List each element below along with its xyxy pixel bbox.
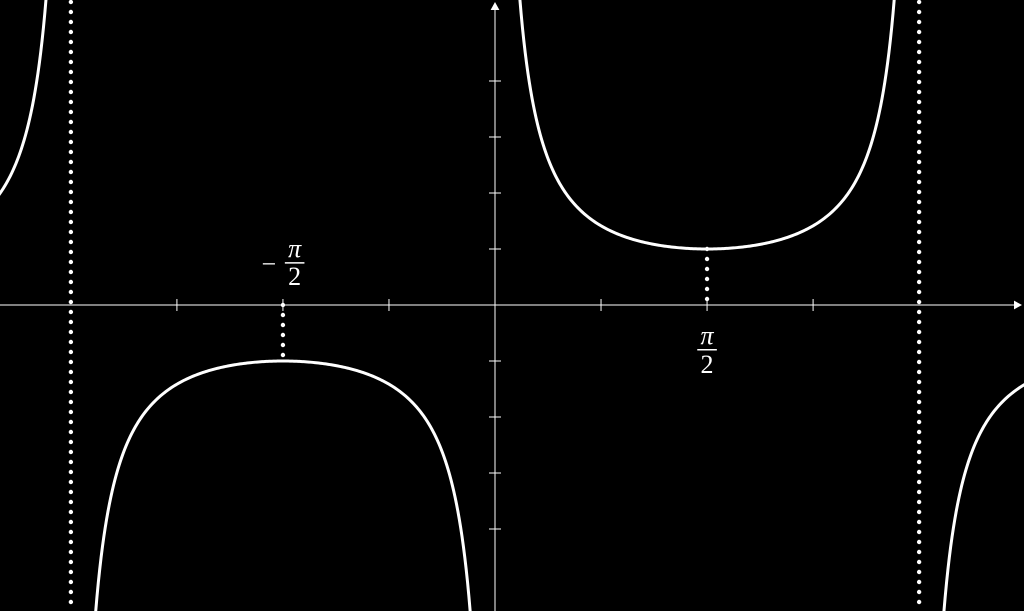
fraction-denominator: 2 — [288, 262, 301, 291]
asymptote — [917, 0, 921, 604]
fraction-numerator: π — [288, 234, 302, 263]
secant-graph: −3π2−π2π23π2 — [0, 0, 1024, 611]
plot-svg: −3π2−π2π23π2 — [0, 0, 1024, 611]
fraction-denominator: 2 — [701, 350, 714, 379]
fraction-numerator: π — [701, 321, 715, 350]
minus-sign: − — [261, 250, 276, 279]
asymptote — [69, 0, 73, 604]
